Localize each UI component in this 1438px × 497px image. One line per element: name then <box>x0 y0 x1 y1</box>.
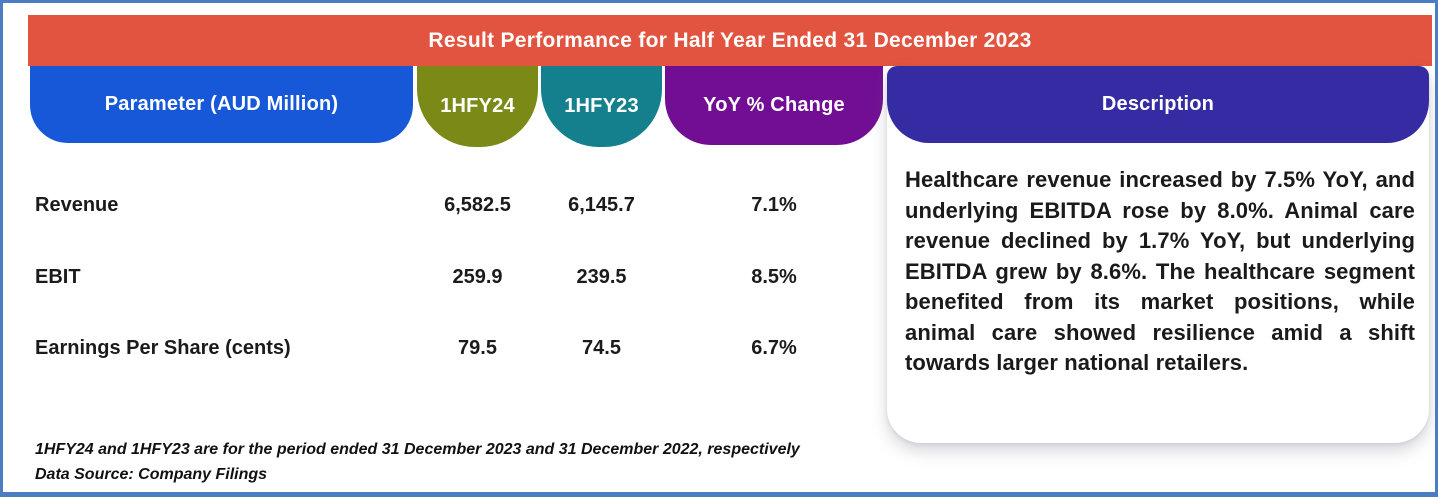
title-bar: Result Performance for Half Year Ended 3… <box>28 15 1432 66</box>
description-text: Healthcare revenue increased by 7.5% YoY… <box>905 167 1415 375</box>
column-header-1hfy23-label: 1HFY23 <box>564 95 639 117</box>
value-1hfy23: 239.5 <box>576 266 627 288</box>
column-header-1hfy24-label: 1HFY24 <box>440 95 515 117</box>
column-header-yoy-change-label: YoY % Change <box>703 94 845 116</box>
footnote-period-definition: 1HFY24 and 1HFY23 are for the period end… <box>35 441 800 458</box>
table-row-ebit: EBIT 259.9 239.5 8.5% <box>3 262 886 292</box>
value-yoy-change: 6.7% <box>751 337 797 359</box>
footnote-data-source: Data Source: Company Filings <box>35 466 268 483</box>
footnotes: 1HFY24 and 1HFY23 are for the period end… <box>35 437 800 487</box>
column-header-1hfy24: 1HFY24 <box>417 66 538 147</box>
value-1hfy23: 74.5 <box>582 337 621 359</box>
table-row-eps: Earnings Per Share (cents) 79.5 74.5 6.7… <box>3 333 886 363</box>
table-row-revenue: Revenue 6,582.5 6,145.7 7.1% <box>3 190 886 220</box>
value-yoy-change: 8.5% <box>751 266 797 288</box>
row-label: Earnings Per Share (cents) <box>35 337 291 359</box>
description-header-label: Description <box>1101 93 1215 115</box>
row-label: EBIT <box>35 266 81 288</box>
description-card: Description Healthcare revenue increased… <box>887 66 1429 443</box>
value-1hfy24: 6,582.5 <box>444 194 511 216</box>
column-header-parameter-label: Parameter (AUD Million) <box>104 93 339 115</box>
value-1hfy24: 79.5 <box>458 337 497 359</box>
value-1hfy24: 259.9 <box>452 266 503 288</box>
infographic-title: Result Performance for Half Year Ended 3… <box>428 28 1032 52</box>
column-header-yoy-change: YoY % Change <box>665 66 883 145</box>
column-header-parameter: Parameter (AUD Million) <box>30 66 413 143</box>
column-header-1hfy23: 1HFY23 <box>541 66 662 147</box>
row-label: Revenue <box>35 194 119 216</box>
description-header: Description <box>887 66 1429 143</box>
value-1hfy23: 6,145.7 <box>568 194 635 216</box>
value-yoy-change: 7.1% <box>751 194 797 216</box>
